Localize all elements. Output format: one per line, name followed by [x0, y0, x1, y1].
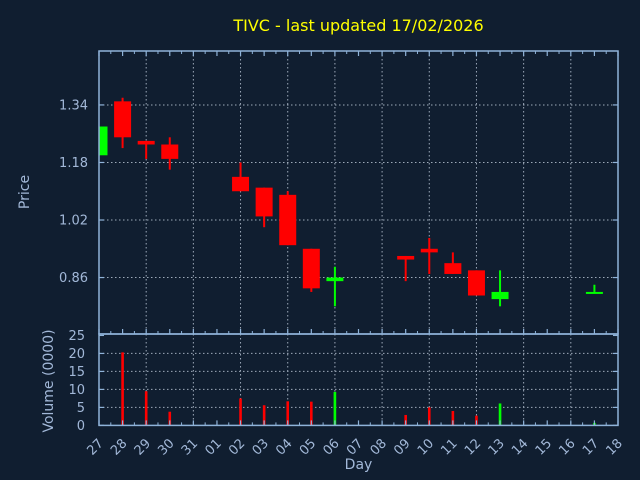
volume-tick-label: 25 [68, 329, 85, 344]
volume-bar-day-09 [404, 414, 407, 426]
x-tick-label: 11 [438, 436, 460, 458]
x-tick-label: 18 [604, 436, 626, 458]
x-tick-label: 08 [368, 436, 390, 458]
x-tick-label: 30 [155, 436, 177, 458]
volume-bar-day-28 [121, 352, 124, 426]
x-tick-label: 04 [273, 436, 295, 458]
x-tick-label: 14 [509, 436, 531, 458]
x-tick-label: 17 [580, 436, 602, 458]
candle-body-day-03 [255, 187, 273, 217]
price-panel-border [98, 50, 619, 335]
candle-body-day-17 [585, 291, 603, 294]
candle-body-day-05 [302, 248, 320, 289]
candle-body-day-13 [491, 291, 509, 300]
candle-body-day-12 [467, 270, 485, 296]
candle-body-day-04 [279, 194, 297, 246]
x-tick-label: 03 [250, 436, 272, 458]
candle-body-day-10 [420, 248, 438, 253]
volume-panel-border [98, 333, 619, 427]
candles [99, 97, 603, 307]
volume-tick-label: 15 [68, 365, 85, 380]
x-axis-label: Day [344, 457, 373, 473]
volume-bar-day-04 [286, 401, 290, 426]
x-tick-label: 16 [556, 436, 578, 458]
volume-bar-day-30 [168, 411, 172, 426]
volume-bar-day-05 [310, 401, 313, 426]
price-tick-label: 1.34 [59, 98, 88, 113]
x-tick-label: 01 [202, 436, 224, 458]
volume-bar-day-11 [451, 411, 455, 426]
chart-title: TIVC - last updated 17/02/2026 [233, 16, 484, 35]
x-tick-label: 31 [179, 436, 201, 458]
price-tick-label: 1.02 [59, 214, 88, 229]
candle-body-day-02 [232, 176, 250, 192]
volume-bar-day-02 [239, 398, 242, 426]
volume-bar-day-13 [498, 403, 502, 426]
volume-bar-day-03 [262, 405, 266, 426]
volume-bar-day-10 [427, 407, 431, 426]
volume-tick-label: 10 [68, 383, 85, 398]
x-tick-label: 10 [415, 436, 437, 458]
x-tick-label: 27 [85, 436, 107, 458]
axis-ticks [98, 51, 619, 426]
volume-bars [121, 352, 596, 426]
volume-tick-label: 5 [77, 401, 85, 416]
candle-body-day-09 [397, 255, 415, 260]
x-tick-label: 09 [391, 436, 413, 458]
candle-body-day-30 [161, 144, 179, 159]
candle-body-day-29 [137, 140, 155, 145]
volume-tick-label: 20 [68, 347, 85, 362]
volume-bar-day-29 [144, 391, 148, 426]
candle-body-day-11 [444, 263, 462, 274]
x-tick-label: 06 [320, 436, 342, 458]
x-tick-label: 12 [462, 436, 484, 458]
x-tick-label: 05 [297, 436, 319, 458]
x-tick-label: 29 [132, 436, 154, 458]
gridlines [99, 51, 618, 426]
x-tick-label: 13 [486, 436, 508, 458]
x-tick-label: 07 [344, 436, 366, 458]
x-tick-label: 02 [226, 436, 248, 458]
volume-tick-label: 0 [77, 419, 85, 434]
x-tick-label: 28 [108, 436, 130, 458]
candle-body-day-27 [99, 126, 108, 156]
x-tick-label: 15 [533, 436, 555, 458]
price-tick-label: 0.86 [59, 271, 88, 286]
volume-bar-day-06 [333, 391, 337, 426]
candle-body-day-28 [114, 101, 132, 138]
price-tick-label: 1.18 [59, 156, 88, 171]
candle-body-day-06 [326, 277, 344, 282]
